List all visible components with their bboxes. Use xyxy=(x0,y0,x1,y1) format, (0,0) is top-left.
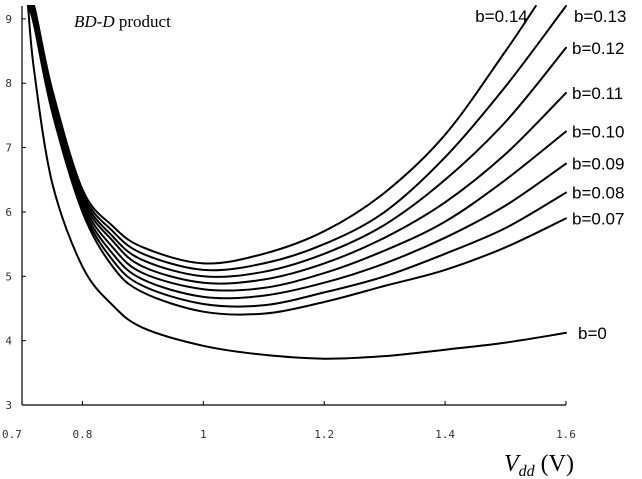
series-label: b=0.07 xyxy=(572,209,624,228)
series-label: b=0.14 xyxy=(475,7,527,26)
series-label: b=0.13 xyxy=(574,7,626,26)
y-tick-label: 6 xyxy=(5,206,12,219)
series-label: b=0.11 xyxy=(572,84,623,103)
series-label: b=0.08 xyxy=(572,184,624,203)
x-tick-label: 0.7 xyxy=(2,428,22,441)
x-axis-label: Vdd (V) xyxy=(504,451,574,479)
series-line xyxy=(27,4,537,265)
y-tick-label: 3 xyxy=(5,399,12,412)
y-tick-label: 8 xyxy=(5,77,12,90)
series-line xyxy=(27,5,567,316)
curves xyxy=(27,4,567,360)
x-tick-label: 1.6 xyxy=(556,428,576,441)
chart-title: BD-D product xyxy=(74,12,171,31)
x-tick-label: 1.4 xyxy=(435,428,455,441)
y-tick-label: 4 xyxy=(5,335,12,348)
x-axis-label-unit: (V) xyxy=(535,451,574,477)
axes: 0.7 0.8 1 1.2 1.4 1.6 3 4 5 6 7 8 9 xyxy=(2,6,576,441)
y-tick-label: 7 xyxy=(5,142,12,155)
x-tick-label: 1 xyxy=(200,428,207,441)
y-tick-label: 5 xyxy=(5,270,12,283)
x-tick-label: 1.2 xyxy=(314,428,334,441)
series-label: b=0.10 xyxy=(572,122,624,141)
chart-title-main: BD-D xyxy=(74,12,115,31)
series-label: b=0 xyxy=(578,324,607,343)
series-labels: b=0 b=0.07 b=0.08 b=0.09 b=0.10 b=0.11 b=0.12 b… xyxy=(475,7,626,343)
chart-title-rest: product xyxy=(115,12,171,31)
series-line xyxy=(27,5,567,360)
x-tick-label: 0.8 xyxy=(73,428,93,441)
series-label: b=0.09 xyxy=(572,155,624,174)
series-line xyxy=(27,4,567,272)
x-axis-label-main: V xyxy=(504,451,521,477)
series-label: b=0.12 xyxy=(572,39,624,58)
x-axis-label-sub: dd xyxy=(519,463,536,479)
y-tick-label: 9 xyxy=(5,13,12,26)
